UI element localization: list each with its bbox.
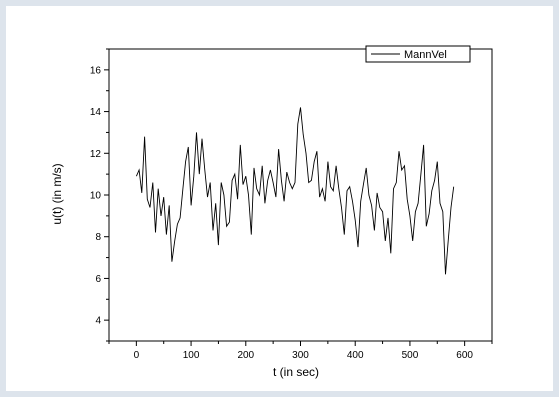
x-axis-label: t (in sec) (273, 365, 319, 379)
legend-label-mannvel: MannVel (404, 49, 447, 61)
y-tick-label: 14 (90, 107, 102, 118)
y-tick-label: 6 (95, 274, 101, 285)
legend: MannVel (365, 45, 471, 63)
x-tick-label: 500 (402, 350, 419, 361)
plot-frame (108, 48, 493, 342)
y-tick-label: 12 (90, 149, 102, 160)
x-tick-label: 300 (292, 350, 309, 361)
y-axis: 4 6 8 10 12 14 16 (90, 48, 109, 342)
x-tick-label: 400 (347, 350, 364, 361)
y-tick-label: 8 (95, 232, 101, 243)
x-axis: 0 100 200 300 400 500 600 (108, 341, 493, 361)
x-tick-label: 200 (237, 350, 254, 361)
y-tick-label: 4 (95, 316, 101, 327)
x-tick-label: 600 (456, 350, 473, 361)
line-chart: 0 100 200 300 400 500 600 4 6 8 10 12 14 16 t (in se… (50, 45, 493, 379)
legend-box (365, 45, 471, 63)
x-tick-label: 0 (134, 350, 140, 361)
series-line-mannvel (135, 107, 455, 275)
x-tick-label: 100 (183, 350, 200, 361)
y-axis-label: u(t) (in m/s) (50, 163, 64, 224)
y-tick-label: 16 (90, 65, 102, 76)
y-tick-label: 10 (90, 191, 102, 202)
chart-panel: 0 100 200 300 400 500 600 4 6 8 10 12 14 16 t (in se… (6, 6, 553, 391)
